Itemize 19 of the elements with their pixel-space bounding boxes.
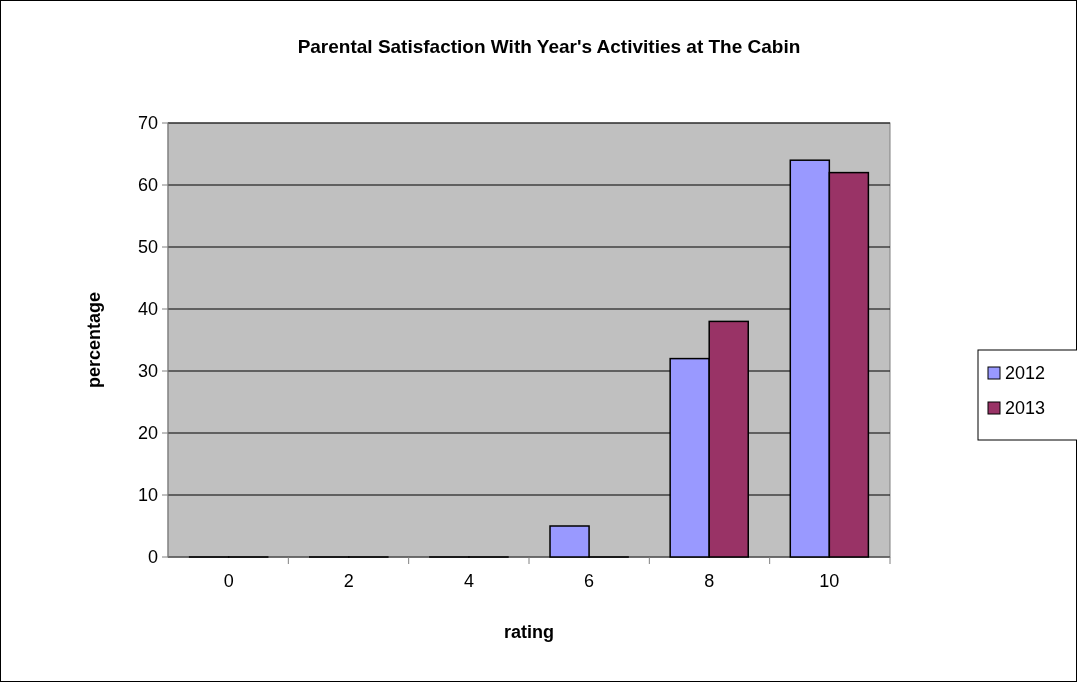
y-tick-label: 0 — [147, 547, 158, 568]
y-tick-label: 50 — [137, 237, 158, 258]
y-tick-label: 20 — [137, 423, 158, 444]
chart-title: Parental Satisfaction With Year's Activities at The Cabin — [297, 36, 801, 57]
y-tick-label: 10 — [137, 485, 158, 506]
x-tick-label: 8 — [704, 571, 715, 591]
x-tick-label: 6 — [584, 571, 595, 591]
x-tick-label: 2 — [343, 571, 354, 591]
x-axis-title: rating — [503, 622, 555, 642]
x-tick-label: 0 — [223, 571, 234, 591]
legend-label: 2013 — [1005, 398, 1046, 419]
x-tick-label: 4 — [463, 571, 474, 591]
x-tick-label: 10 — [819, 571, 840, 591]
y-tick-label: 40 — [137, 299, 158, 320]
y-tick-label: 30 — [137, 361, 158, 382]
y-axis-title: percentage — [84, 291, 104, 389]
y-tick-label: 60 — [137, 175, 158, 196]
legend-label: 2012 — [1005, 363, 1046, 384]
y-tick-label: 70 — [137, 113, 158, 134]
